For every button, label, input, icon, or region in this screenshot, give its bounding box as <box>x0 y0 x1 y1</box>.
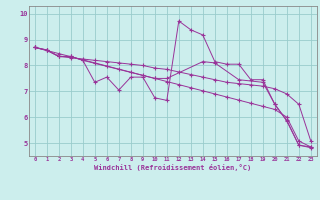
X-axis label: Windchill (Refroidissement éolien,°C): Windchill (Refroidissement éolien,°C) <box>94 164 252 171</box>
